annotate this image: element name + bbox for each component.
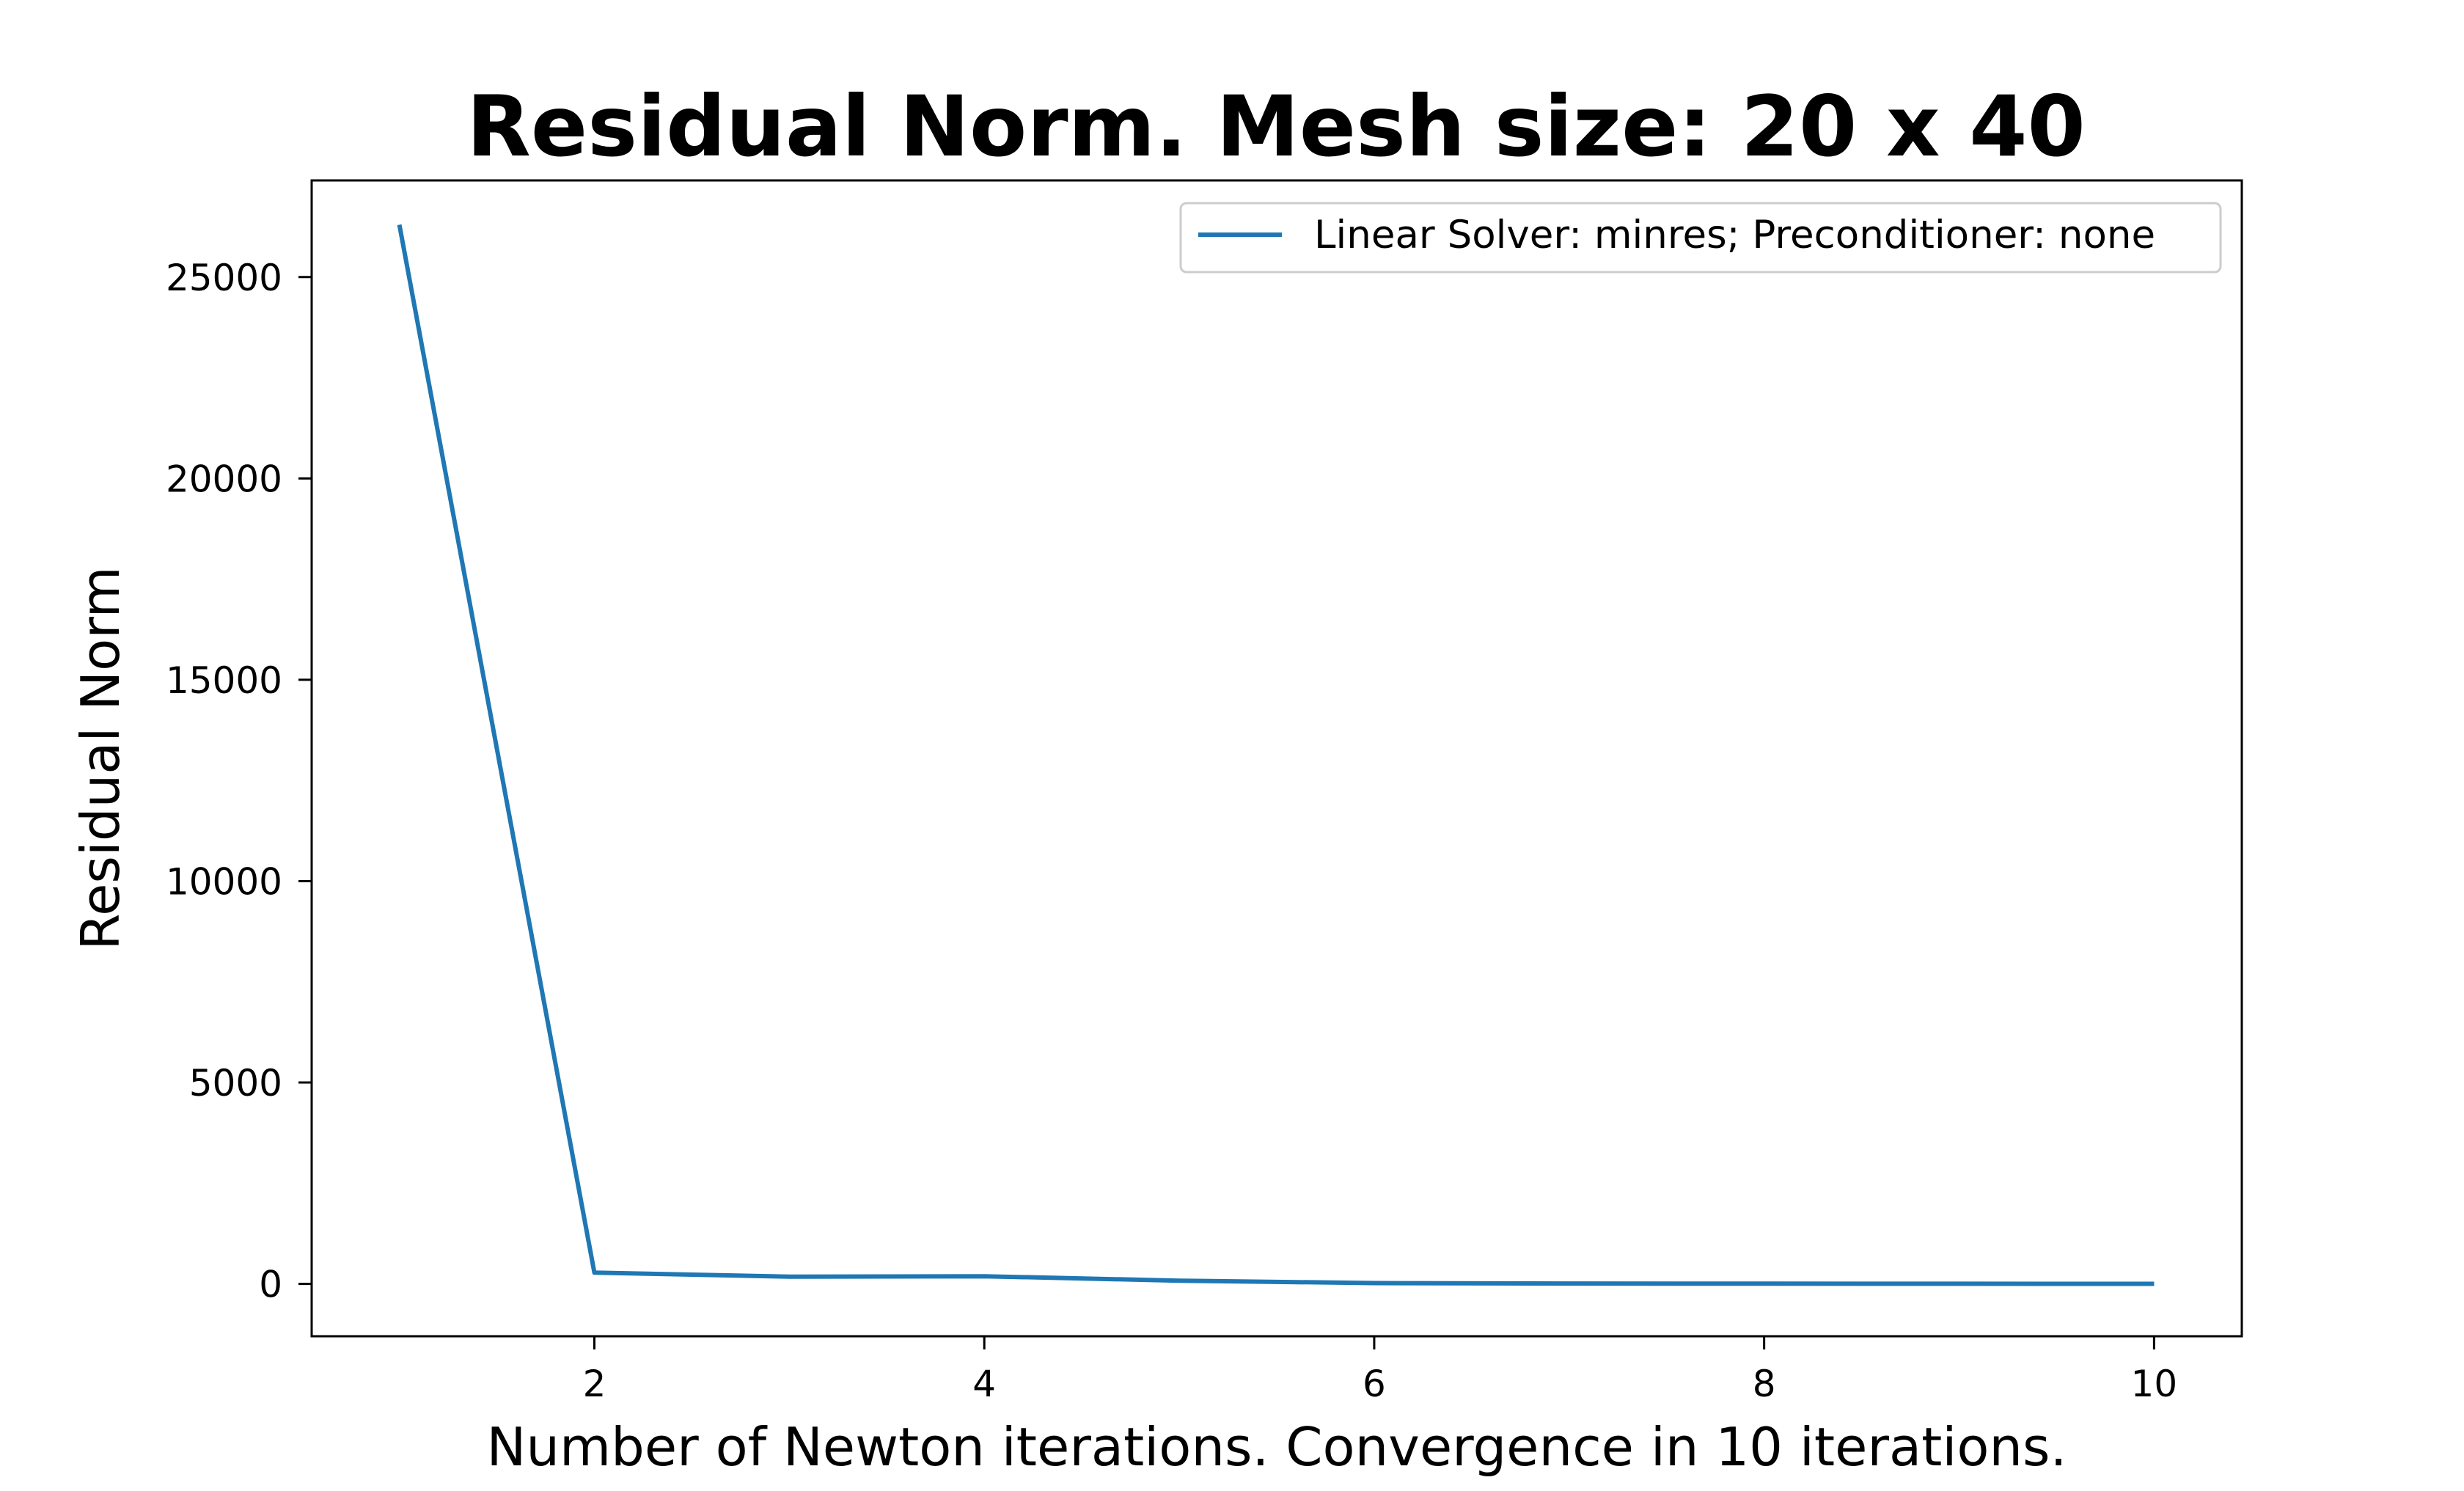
series-layer bbox=[397, 224, 2155, 1286]
x-tick-label: 2 bbox=[583, 1363, 606, 1405]
x-tick-label: 4 bbox=[972, 1363, 996, 1405]
x-tick-label: 8 bbox=[1753, 1363, 1776, 1405]
y-axis-ticks: 0 5000 10000 15000 20000 25000 bbox=[166, 257, 312, 1306]
x-tick-label: 6 bbox=[1363, 1363, 1386, 1405]
chart-title: Residual Norm. Mesh size: 20 x 40 bbox=[466, 78, 2086, 175]
plot-area bbox=[310, 179, 2243, 1338]
legend-entry-label: Linear Solver: minres; Preconditioner: n… bbox=[1314, 213, 2155, 257]
x-tick-label: 10 bbox=[2131, 1363, 2178, 1405]
series-line bbox=[397, 224, 2155, 1286]
y-tick-label: 20000 bbox=[166, 458, 282, 500]
y-tick-label: 5000 bbox=[189, 1062, 282, 1104]
legend-box bbox=[1179, 202, 2222, 274]
x-axis-ticks: 2 4 6 8 10 bbox=[583, 1336, 2178, 1405]
y-axis-label: Residual Norm bbox=[70, 566, 131, 950]
y-tick-label: 25000 bbox=[166, 257, 282, 299]
y-tick-label: 15000 bbox=[166, 659, 282, 702]
y-tick-label: 10000 bbox=[166, 860, 282, 903]
y-tick-label: 0 bbox=[259, 1264, 282, 1306]
x-axis-label: Number of Newton iterations. Convergence… bbox=[487, 1416, 2067, 1478]
legend: Linear Solver: minres; Preconditioner: n… bbox=[1179, 202, 2222, 274]
